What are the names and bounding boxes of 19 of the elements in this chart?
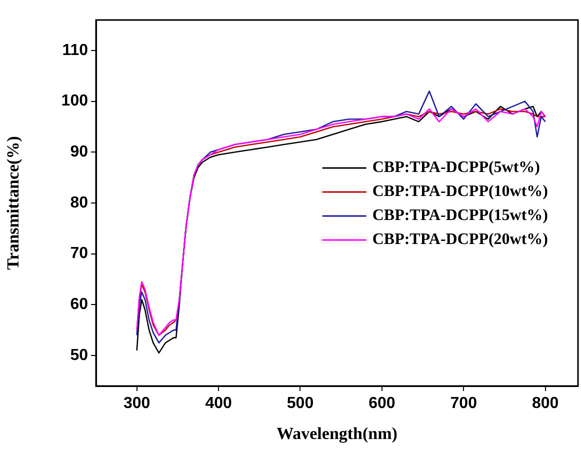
- x-axis-title: Wavelength(nm): [276, 424, 398, 444]
- x-tick-label: 300: [123, 395, 150, 412]
- y-tick-label: 90: [70, 144, 88, 161]
- y-tick-label: 80: [70, 194, 88, 212]
- y-tick-label: 60: [70, 296, 88, 314]
- x-tick-label: 800: [532, 395, 559, 412]
- x-tick-label: 400: [205, 395, 232, 412]
- legend-label: CBP:TPA-DCPP(15wt%): [372, 207, 548, 224]
- legend-label: CBP:TPA-DCPP(10wt%): [372, 183, 548, 200]
- x-tick-label: 700: [450, 395, 478, 412]
- x-tick-label: 600: [368, 395, 396, 412]
- x-tick-label: 500: [286, 395, 314, 412]
- legend-label: CBP:TPA-DCPP(5wt%): [372, 159, 540, 176]
- y-tick-label: 70: [70, 245, 88, 262]
- y-tick-label: 110: [62, 42, 88, 59]
- y-tick-label: 50: [70, 346, 88, 364]
- y-tick-label: 100: [61, 92, 88, 110]
- legend-label: CBP:TPA-DCPP(20wt%): [372, 231, 548, 248]
- y-axis-title: Transmittance(%): [4, 136, 23, 270]
